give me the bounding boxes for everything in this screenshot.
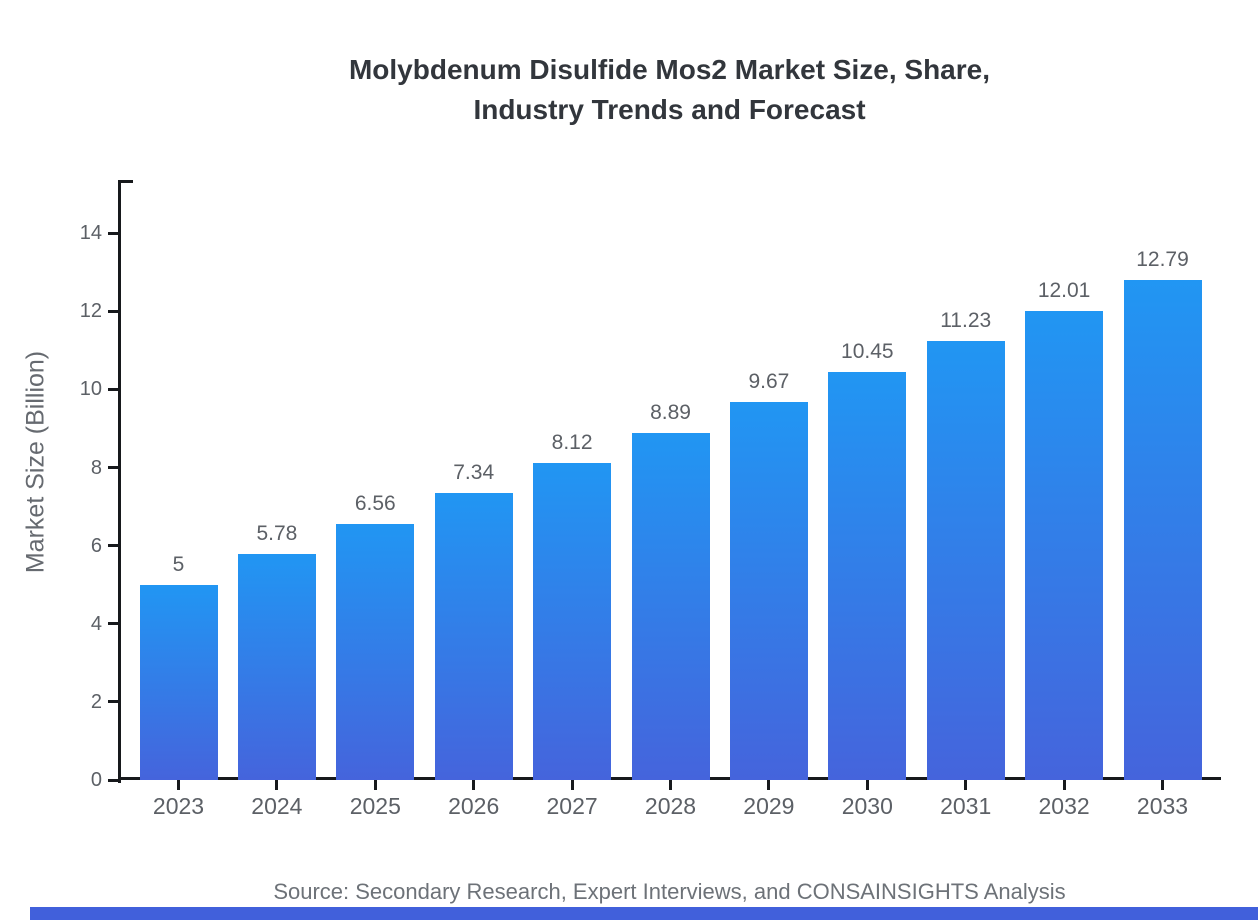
x-tick-label: 2028	[644, 793, 697, 819]
bar	[1025, 310, 1104, 780]
bar	[926, 341, 1005, 780]
y-axis-line	[118, 180, 121, 783]
bar-value-label: 5.78	[256, 522, 298, 546]
y-tick-label: 14	[79, 222, 102, 245]
x-tick-mark	[1062, 780, 1066, 790]
x-tick-mark	[669, 780, 672, 790]
x-tick-label: 2033	[1136, 793, 1189, 819]
y-axis-end-cap	[118, 180, 133, 183]
y-tick-label: 4	[90, 612, 102, 635]
plot-area: 5 2023 5.78 2024 6.56 2025 7.34 2026 8.12 2027 8.8…	[80, 180, 1221, 819]
bar-value-label: 5	[172, 552, 185, 576]
footer-accent-bar	[30, 907, 1258, 920]
x-tick-label: 2023	[152, 793, 205, 819]
y-tick-mark	[108, 231, 118, 235]
bar	[237, 554, 316, 780]
bar-value-label: 10.45	[841, 339, 894, 363]
y-tick-mark	[108, 309, 118, 313]
x-tick-mark	[865, 780, 869, 790]
x-tick-label: 2027	[546, 793, 598, 819]
x-tick-mark	[373, 780, 377, 790]
x-tick-label: 2032	[1038, 793, 1090, 819]
bar-value-label: 8.12	[551, 430, 593, 454]
bar-value-label: 6.56	[354, 491, 396, 515]
bar-value-label: 11.23	[940, 309, 992, 333]
x-tick-mark	[570, 780, 574, 790]
bar-value-label: 12.79	[1136, 248, 1189, 272]
bar	[828, 371, 907, 780]
x-tick-mark	[767, 780, 771, 790]
y-tick-label: 12	[79, 300, 102, 323]
bar	[631, 432, 710, 780]
y-tick-mark	[108, 778, 118, 782]
bar	[434, 493, 513, 780]
x-tick-mark	[275, 780, 279, 790]
source-text: Source: Secondary Research, Expert Inter…	[273, 879, 1066, 904]
bar	[336, 523, 415, 780]
y-tick-label: 8	[90, 456, 102, 479]
x-tick-label: 2030	[841, 793, 893, 819]
y-tick-label: 0	[90, 769, 102, 791]
bar-value-label: 12.01	[1037, 278, 1091, 302]
x-tick-label: 2026	[448, 793, 500, 819]
y-tick-label: 6	[90, 534, 102, 557]
x-tick-mark	[1161, 780, 1164, 790]
bar-value-label: 7.34	[453, 461, 495, 485]
x-tick-mark	[964, 780, 968, 790]
y-tick-mark	[108, 466, 118, 469]
x-tick-label: 2024	[251, 793, 303, 819]
x-tick-label: 2031	[940, 793, 992, 819]
x-tick-mark	[472, 780, 476, 790]
y-tick-label: 10	[79, 378, 102, 401]
y-tick-mark	[108, 622, 118, 626]
bar-value-label: 8.89	[650, 400, 691, 424]
x-tick-label: 2025	[349, 793, 401, 819]
y-tick-label: 2	[90, 690, 102, 713]
bar	[729, 402, 808, 780]
bar	[139, 584, 218, 780]
x-tick-label: 2029	[743, 793, 795, 819]
y-tick-mark	[108, 700, 118, 704]
bar	[533, 462, 612, 780]
bar	[1123, 280, 1202, 780]
y-tick-mark	[108, 544, 118, 548]
bar-value-label: 9.67	[748, 370, 790, 394]
x-tick-mark	[177, 780, 180, 790]
chart-title: Molybdenum Disulfide Mos2 Market Size, S…	[348, 54, 991, 125]
y-tick-mark	[108, 387, 118, 391]
